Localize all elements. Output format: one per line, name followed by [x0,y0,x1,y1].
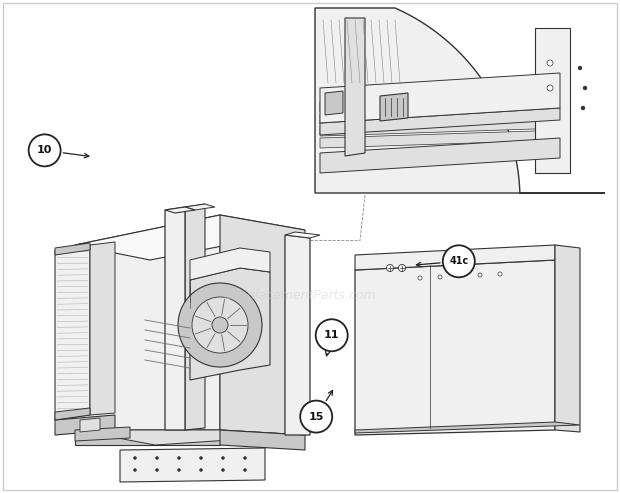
Text: eReplacementParts.com: eReplacementParts.com [224,288,376,302]
Circle shape [156,468,159,471]
Polygon shape [165,207,185,430]
Circle shape [177,457,180,459]
Circle shape [29,135,61,166]
Circle shape [443,246,475,277]
Polygon shape [320,118,565,136]
Polygon shape [555,245,580,432]
Circle shape [498,272,502,276]
Polygon shape [320,73,560,123]
Text: 41c: 41c [449,256,469,266]
Polygon shape [185,204,215,210]
Polygon shape [55,408,90,420]
Polygon shape [55,245,90,420]
Polygon shape [320,106,565,124]
Polygon shape [285,235,310,435]
Circle shape [244,457,247,459]
Circle shape [200,457,203,459]
Polygon shape [165,207,195,213]
Polygon shape [355,245,555,270]
Polygon shape [120,448,265,482]
Circle shape [200,468,203,471]
Polygon shape [355,260,555,435]
Polygon shape [315,8,605,193]
Polygon shape [75,427,130,441]
Text: 11: 11 [324,330,340,340]
Circle shape [438,275,442,279]
Polygon shape [325,91,343,115]
Polygon shape [320,138,560,173]
Circle shape [418,276,422,280]
Polygon shape [320,130,565,148]
Polygon shape [535,28,570,173]
Circle shape [583,86,587,90]
Polygon shape [220,215,305,435]
Circle shape [156,457,159,459]
Polygon shape [75,430,220,445]
Polygon shape [55,415,115,435]
Circle shape [177,468,180,471]
Circle shape [133,468,136,471]
Polygon shape [190,248,270,280]
Polygon shape [90,242,115,415]
Text: 10: 10 [37,145,52,155]
Circle shape [212,317,228,333]
Polygon shape [185,204,205,430]
Text: 15: 15 [309,412,324,422]
Polygon shape [80,418,100,432]
Polygon shape [320,94,565,112]
Circle shape [578,66,582,70]
Circle shape [399,265,405,272]
Polygon shape [380,93,408,121]
Circle shape [300,401,332,432]
Circle shape [581,106,585,110]
Polygon shape [355,422,580,433]
Polygon shape [190,268,270,380]
Polygon shape [55,243,90,255]
Polygon shape [75,430,305,445]
Polygon shape [320,108,560,135]
Circle shape [133,457,136,459]
Circle shape [192,297,248,353]
Polygon shape [345,18,365,156]
Circle shape [547,60,553,66]
Polygon shape [285,232,320,238]
Circle shape [244,468,247,471]
Circle shape [178,283,262,367]
Circle shape [221,457,224,459]
Circle shape [221,468,224,471]
Polygon shape [75,215,305,260]
Polygon shape [75,215,220,430]
Circle shape [386,265,394,272]
Polygon shape [220,430,305,450]
Circle shape [478,273,482,277]
Circle shape [547,85,553,91]
Circle shape [316,319,348,351]
